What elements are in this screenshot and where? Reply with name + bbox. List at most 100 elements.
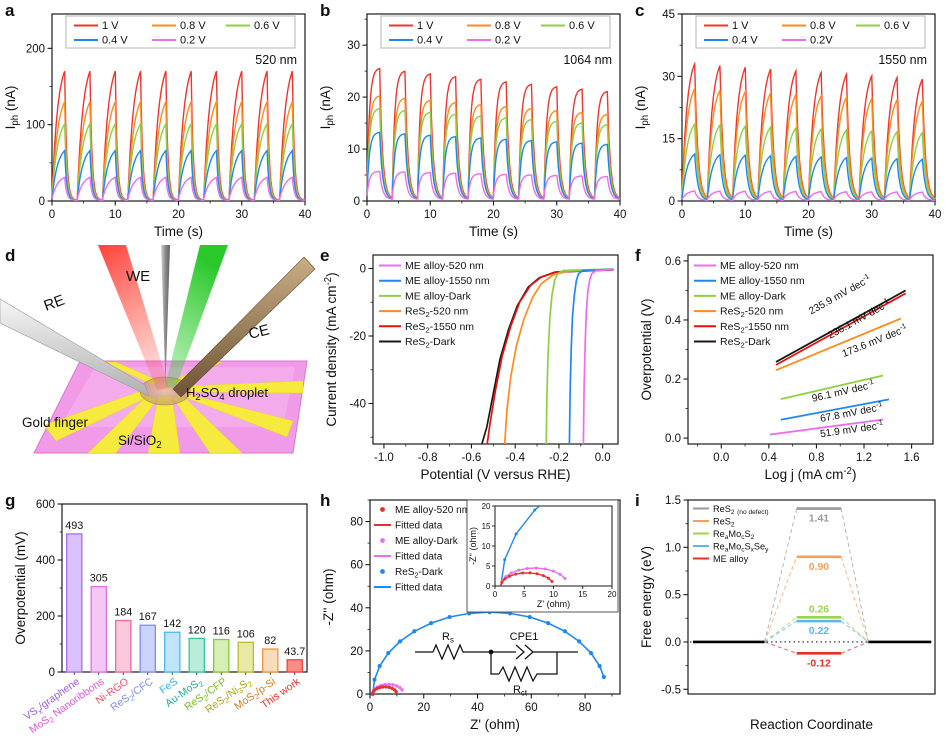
panel-h: h 0 20 40 60 80 0 20 40 60 80 Z' (ohm) -Z'' (ohm) Rs… xyxy=(315,490,630,748)
equivalent-circuit xyxy=(415,643,578,683)
svg-text:0.2 V: 0.2 V xyxy=(495,35,521,47)
svg-text:1.2: 1.2 xyxy=(856,452,872,464)
bar-Ni-RGO xyxy=(115,619,132,673)
svg-text:Fitted data: Fitted data xyxy=(395,583,443,594)
svg-text:0.4: 0.4 xyxy=(761,452,778,464)
we-label: WE xyxy=(126,268,150,285)
chart-f: 0.0 0.4 0.8 1.2 1.6 0.0 0.2 0.4 0.6 Log j (mA cm-… xyxy=(639,254,934,482)
legend-item: ME alloy-520 nm xyxy=(380,505,470,516)
svg-text:0.0: 0.0 xyxy=(665,637,681,649)
svg-text:Iph (nA): Iph (nA) xyxy=(3,86,21,130)
legend-item: ReaMocS2 xyxy=(693,529,755,541)
svg-text:30: 30 xyxy=(865,209,878,221)
legend-item: ReS2-Dark xyxy=(380,567,444,579)
svg-text:0.4 V: 0.4 V xyxy=(102,35,128,47)
nyquist-inset: 0 5 10 15 20 0 5 10 15 20 Z' (ohm) -Z'' (ohm) xyxy=(466,499,619,613)
legend-item: ME alloy-520 nm xyxy=(379,260,484,272)
svg-text:Time (s): Time (s) xyxy=(154,224,203,239)
panel-letter-h: h xyxy=(320,491,331,510)
svg-text:60: 60 xyxy=(350,560,363,572)
svg-text:10: 10 xyxy=(347,144,360,156)
bar-ReS~2~/CFC xyxy=(139,624,156,673)
svg-text:0.4 V: 0.4 V xyxy=(417,35,443,47)
red-laser-beam xyxy=(98,245,169,390)
svg-text:142: 142 xyxy=(163,618,181,630)
svg-text:0.8: 0.8 xyxy=(808,452,824,464)
svg-text:305: 305 xyxy=(90,573,108,585)
svg-text:0: 0 xyxy=(364,209,370,221)
svg-text:20: 20 xyxy=(482,502,491,511)
legend-item: ME alloy-520 nm xyxy=(694,260,799,272)
svg-text:ReS2-Dark: ReS2-Dark xyxy=(405,336,456,350)
svg-text:0.6: 0.6 xyxy=(665,256,681,268)
legend: 1 V 0.8 V 0.6 V 0.4 V 0.2V xyxy=(695,15,926,49)
svg-text:40: 40 xyxy=(471,702,484,714)
svg-text:0.4: 0.4 xyxy=(665,315,682,327)
svg-text:0.6 V: 0.6 V xyxy=(884,20,910,32)
svg-text:Overpotential (V): Overpotential (V) xyxy=(639,298,654,400)
svg-text:0: 0 xyxy=(360,264,366,276)
bar-VS~x~/graphene xyxy=(66,533,83,673)
svg-text:-Z'' (ohm): -Z'' (ohm) xyxy=(321,569,336,626)
gold-finger-label: Gold finger xyxy=(22,415,89,430)
svg-text:1 V: 1 V xyxy=(417,20,434,32)
svg-text:ME alloy-520 nm: ME alloy-520 nm xyxy=(405,260,484,272)
series-0.4 V xyxy=(366,131,621,200)
svg-text:30: 30 xyxy=(235,209,248,221)
svg-text:0.4 V: 0.4 V xyxy=(732,35,758,47)
panel-b: b 0 10 20 30 40 0 10 20 30 Time (s) Iph (nA) 1 V 0.8… xyxy=(315,0,630,245)
svg-text:Current density (mA cm-2): Current density (mA cm-2) xyxy=(323,272,339,426)
svg-text:20: 20 xyxy=(172,209,185,221)
chart-c-photocurrent-1550nm: 0 10 20 30 40 0 15 30 45 Time (s) Iph (nA) 1 V 0.8 V… xyxy=(633,9,941,239)
svg-text:0.8 V: 0.8 V xyxy=(810,20,836,32)
svg-text:15: 15 xyxy=(482,522,491,531)
svg-text:167: 167 xyxy=(139,611,157,623)
svg-text:ME alloy-1550 nm: ME alloy-1550 nm xyxy=(720,275,805,287)
chart-b: 0 10 20 30 40 0 10 20 30 Time (s) Iph (nA) 1 V 0.8 V… xyxy=(318,13,626,239)
legend-item: ME alloy-Dark xyxy=(379,290,472,302)
svg-text:ReS2-520 nm: ReS2-520 nm xyxy=(720,306,783,320)
svg-text:1.5: 1.5 xyxy=(665,495,681,507)
svg-text:20: 20 xyxy=(802,209,815,221)
legend-item: ReS2-Dark xyxy=(379,336,456,350)
series-ReS~2~-520 nm xyxy=(775,317,902,372)
svg-text:20: 20 xyxy=(608,590,617,599)
svg-text:ReS2 (no defect): ReS2 (no defect) xyxy=(713,504,769,516)
chart-i: -0.5 0.0 0.5 1.0 1.5 Reaction Coordinate Free … xyxy=(639,495,936,732)
svg-text:Fitted data: Fitted data xyxy=(395,521,443,532)
svg-text:Potential (V versus RHE): Potential (V versus RHE) xyxy=(420,467,570,482)
svg-text:-0.4: -0.4 xyxy=(505,452,525,464)
svg-text:15: 15 xyxy=(578,590,587,599)
svg-text:-20: -20 xyxy=(349,331,366,343)
svg-text:Overpotential (mV): Overpotential (mV) xyxy=(13,531,28,644)
svg-text:ReS2: ReS2 xyxy=(713,517,735,529)
svg-text:80: 80 xyxy=(579,702,592,714)
panel-letter-d: d xyxy=(5,246,16,265)
chart-e: -1.0 -0.8 -0.6 -0.4 -0.2 0.0 0 -20 -40 Potential … xyxy=(323,254,619,482)
svg-text:-0.5: -0.5 xyxy=(661,684,681,696)
panel-i: i -0.5 0.0 0.5 1.0 1.5 Reaction Coordinate Fre… xyxy=(630,490,945,748)
svg-text:0.2: 0.2 xyxy=(665,374,681,386)
svg-text:-0.6: -0.6 xyxy=(462,452,482,464)
svg-text:ReaMocS2: ReaMocS2 xyxy=(713,529,755,541)
svg-text:600: 600 xyxy=(36,499,55,511)
svg-text:Rct: Rct xyxy=(513,684,528,698)
series-ReS~2~-520 nm xyxy=(503,268,614,445)
panel-letter-a: a xyxy=(5,1,15,20)
legend-item: Fitted data xyxy=(374,521,443,532)
svg-text:ME alloy-Dark: ME alloy-Dark xyxy=(720,290,787,302)
panel-letter-e: e xyxy=(320,246,330,265)
setup-diagram: WE RE CE H2SO4 droplet Gold finger Si/Si… xyxy=(0,245,315,454)
bar-FeS xyxy=(164,631,181,673)
svg-text:Iph (nA): Iph (nA) xyxy=(318,86,336,130)
panel-g: g 0 200 400 600 Overpotential (mV) 493 VSx/gra… xyxy=(0,490,315,748)
svg-text:0: 0 xyxy=(493,590,498,599)
series-ReS~2~-Dark xyxy=(775,289,907,363)
bar-MoS~2~ Nanoribbons xyxy=(90,585,107,673)
series-ME alloy-Dark xyxy=(545,268,614,445)
svg-text:1 V: 1 V xyxy=(732,20,749,32)
svg-text:1550 nm: 1550 nm xyxy=(878,53,927,67)
legend-item: ME alloy xyxy=(693,554,749,564)
